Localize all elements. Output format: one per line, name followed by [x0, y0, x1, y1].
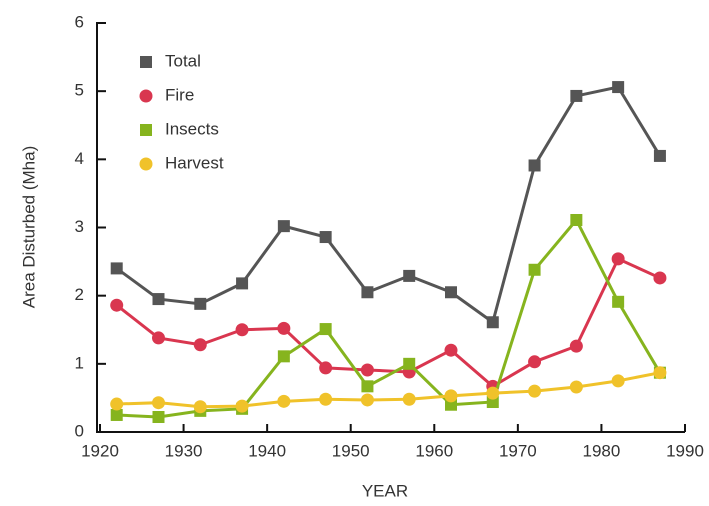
x-tick-label: 1970 [499, 441, 537, 460]
marker [403, 269, 416, 282]
marker [235, 399, 249, 413]
marker [486, 316, 499, 329]
x-tick-label: 1940 [248, 441, 286, 460]
marker [152, 293, 165, 306]
legend-label: Harvest [165, 153, 224, 172]
x-tick-label: 1920 [81, 441, 119, 460]
marker [611, 374, 625, 388]
marker [612, 81, 625, 94]
marker [193, 400, 207, 414]
legend-marker [139, 157, 153, 171]
marker [319, 361, 333, 375]
marker [569, 339, 583, 353]
marker [444, 343, 458, 357]
series-line [115, 256, 661, 389]
marker [403, 357, 416, 370]
marker [193, 338, 207, 352]
marker [528, 159, 541, 172]
marker [486, 386, 500, 400]
marker [194, 297, 207, 310]
x-tick-label: 1990 [666, 441, 704, 460]
y-axis-label: Area Disturbed (Mha) [19, 146, 38, 309]
marker [569, 380, 583, 394]
marker [110, 397, 124, 411]
y-tick-label: 1 [75, 353, 84, 372]
x-tick-label: 1980 [583, 441, 621, 460]
marker [236, 277, 249, 290]
marker [277, 394, 291, 408]
y-tick-label: 3 [75, 217, 84, 236]
marker [528, 355, 542, 369]
marker [361, 286, 374, 299]
y-tick-label: 0 [75, 421, 84, 440]
legend-marker [140, 56, 152, 68]
marker [445, 286, 457, 299]
y-tick-label: 4 [75, 149, 84, 168]
y-tick-label: 5 [75, 81, 84, 100]
series-line [116, 217, 662, 419]
legend-marker [139, 89, 153, 103]
marker [152, 331, 165, 345]
x-axis-label: YEAR [362, 481, 408, 500]
marker [277, 321, 291, 335]
legend-label: Total [165, 51, 201, 70]
marker [110, 298, 124, 312]
marker [277, 220, 290, 233]
marker [361, 380, 374, 393]
legend-label: Fire [165, 85, 194, 104]
x-tick-label: 1950 [332, 441, 370, 460]
series-line [115, 85, 662, 325]
marker [152, 411, 165, 424]
series-line [116, 371, 661, 409]
marker [570, 214, 583, 227]
marker [570, 89, 583, 102]
marker [445, 398, 457, 411]
marker [110, 262, 123, 275]
marker [402, 392, 416, 406]
x-tick-label: 1930 [165, 441, 203, 460]
legend-marker [140, 124, 152, 136]
marker [444, 389, 458, 403]
marker [319, 323, 332, 336]
marker [528, 263, 541, 276]
marker [486, 396, 499, 409]
marker [528, 384, 542, 398]
marker [110, 408, 123, 421]
marker [152, 396, 165, 410]
marker [235, 323, 249, 337]
marker [653, 149, 666, 162]
marker [319, 392, 333, 406]
y-tick-label: 2 [75, 285, 84, 304]
marker [360, 393, 374, 407]
marker [277, 350, 290, 363]
marker [653, 271, 667, 285]
marker [612, 295, 625, 308]
marker [611, 252, 625, 266]
marker [653, 366, 667, 380]
x-tick-label: 1960 [415, 441, 453, 460]
y-tick-label: 6 [75, 12, 84, 31]
legend-label: Insects [165, 119, 219, 138]
marker [360, 363, 374, 377]
marker [319, 231, 332, 244]
